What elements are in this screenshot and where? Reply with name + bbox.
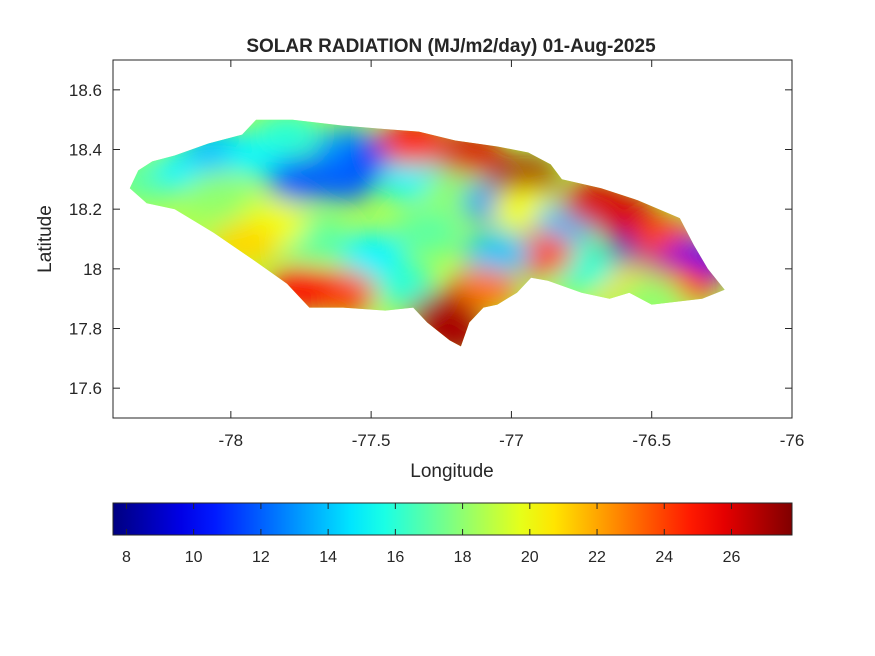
colorbar-tick-label: 16 bbox=[386, 549, 404, 566]
field-cell bbox=[463, 231, 532, 276]
y-tick-label: 17.6 bbox=[69, 379, 102, 398]
colorbar-tick-label: 8 bbox=[122, 549, 131, 566]
field-cell bbox=[393, 211, 462, 255]
y-tick-label: 17.8 bbox=[69, 320, 102, 339]
colorbar-tick-label: 22 bbox=[588, 549, 606, 566]
x-axis-title: Longitude bbox=[410, 461, 493, 482]
colorbar-tick-label: 20 bbox=[521, 549, 539, 566]
x-tick-label: -78 bbox=[219, 431, 244, 450]
field-cell bbox=[337, 231, 406, 276]
colorbar: 8 10 12 14 16 18 20 22 24 26 bbox=[112, 502, 793, 566]
colorbar-tick-label: 14 bbox=[319, 549, 337, 566]
field-cell bbox=[182, 172, 251, 217]
x-tick-label: -76 bbox=[780, 431, 805, 450]
field-cell bbox=[309, 157, 378, 202]
x-tick-label: -76.5 bbox=[632, 431, 671, 450]
y-axis: 17.6 17.8 18 18.2 18.4 18.6 bbox=[69, 81, 792, 398]
y-tick-label: 18.6 bbox=[69, 81, 102, 100]
colorbar-tick-label: 10 bbox=[185, 549, 203, 566]
colorbar-tick-label: 26 bbox=[723, 549, 741, 566]
colorbar-gradient bbox=[112, 502, 793, 536]
y-tick-label: 18.2 bbox=[69, 200, 102, 219]
x-axis: -78 -77.5 -77 -76.5 -76 bbox=[219, 60, 805, 450]
colorbar-tick-label: 12 bbox=[252, 549, 270, 566]
colorbar-ticks: 8 10 12 14 16 18 20 22 24 26 bbox=[122, 503, 741, 566]
x-tick-label: -77.5 bbox=[352, 431, 391, 450]
x-tick-label: -77 bbox=[499, 431, 524, 450]
colorbar-tick-label: 18 bbox=[454, 549, 472, 566]
y-tick-label: 18 bbox=[83, 260, 102, 279]
colorbar-tick-label: 24 bbox=[655, 549, 673, 566]
y-axis-title: Latitude bbox=[35, 205, 56, 273]
y-tick-label: 18.4 bbox=[69, 141, 102, 160]
plot-frame bbox=[112, 59, 793, 419]
chart-title: SOLAR RADIATION (MJ/m2/day) 01-Aug-2025 bbox=[246, 36, 656, 57]
field-cell bbox=[253, 119, 321, 157]
